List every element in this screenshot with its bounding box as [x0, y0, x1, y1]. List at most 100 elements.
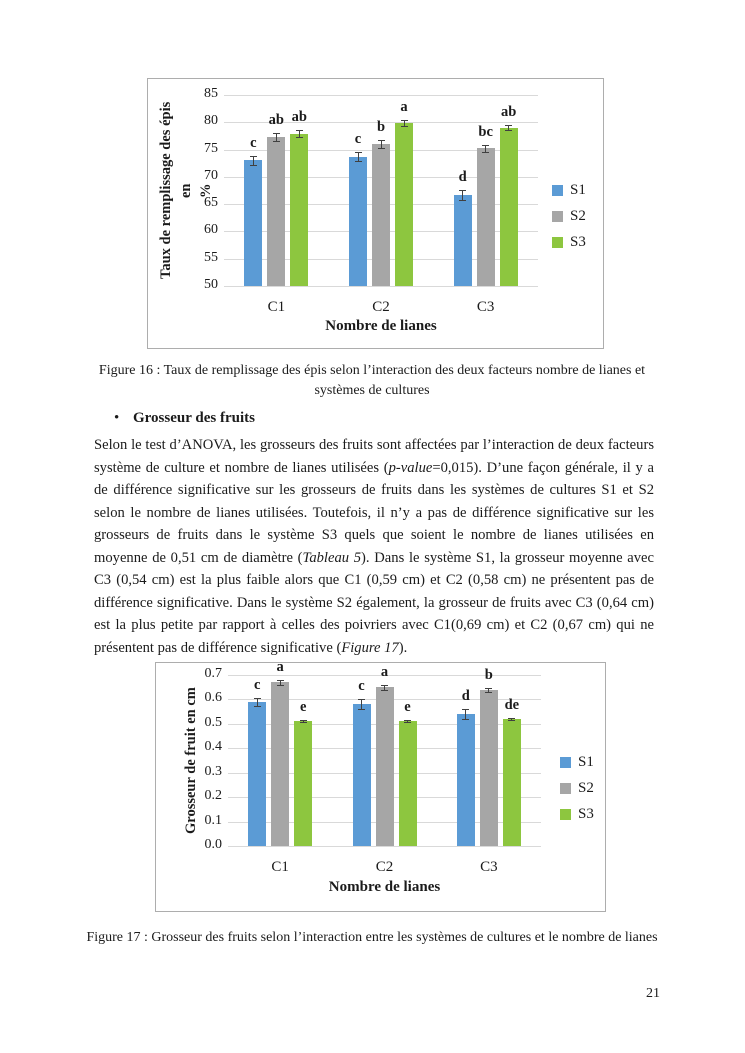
error-bar: [403, 120, 405, 126]
error-bar-cap: [299, 722, 307, 724]
error-bar-cap: [381, 689, 388, 691]
error-bar-cap: [272, 140, 280, 142]
error-bar: [361, 699, 362, 710]
text-run: ).: [398, 639, 408, 656]
plot-area: 0.0 0.1 0.2 0.3 0.4 0.5 0.6 0.7 C1 C2 C3 c c d a a b e e de: [205, 659, 541, 875]
legend-label: S1: [578, 753, 594, 770]
y-tick-label: 65: [204, 195, 218, 211]
error-bar-cap: [249, 164, 257, 166]
y-tick-label: 0.1: [204, 812, 223, 828]
error-bar: [357, 152, 359, 162]
error-bar-cap: [358, 709, 365, 711]
error-bar-cap: [377, 140, 385, 142]
x-category-label: C2: [372, 299, 390, 315]
bar-S2-C2: [372, 144, 390, 286]
bar-S1-C1: [248, 701, 267, 846]
chart-legend: S1 S2 S3: [560, 749, 594, 827]
error-bar-cap: [299, 720, 307, 722]
legend-swatch-S2: [552, 210, 563, 222]
legend-item: S1: [560, 749, 594, 775]
error-bar-cap: [354, 152, 362, 154]
error-bar-cap: [404, 720, 411, 722]
error-bar-cap: [276, 679, 284, 681]
plot-area: 50 55 60 65 70 75 80 85 C1 C2 C3 c c d ab b bc ab a ab: [204, 86, 538, 315]
error-bar-cap: [272, 133, 280, 135]
bar-S3-C2: [395, 122, 413, 286]
legend-swatch-S2: [560, 782, 571, 794]
x-category-label: C2: [375, 859, 394, 875]
legend-item: S2: [560, 775, 594, 801]
figure-16-caption: Figure 16 : Taux de remplissage des épis…: [98, 363, 646, 398]
gridline: [224, 122, 538, 124]
legend-swatch-S3: [552, 236, 563, 248]
y-tick-label: 0.4: [204, 739, 223, 755]
error-bar-cap: [462, 718, 470, 720]
bar-S3-C3: [502, 718, 521, 846]
x-axis-title: Nombre de lianes: [328, 879, 441, 895]
y-tick-label: 0.3: [204, 763, 223, 779]
text-run: ). Dans le système S1, la grosseur moyen…: [94, 549, 654, 656]
legend-swatch-S1: [552, 184, 563, 196]
bar-S2-C3: [479, 689, 498, 846]
legend-label: S1: [570, 181, 586, 198]
bullet-heading: • Grosseur des fruits: [114, 410, 255, 427]
bar-S3-C3: [499, 127, 518, 286]
error-bar: [252, 156, 254, 165]
error-bar-cap: [485, 691, 493, 693]
error-bar-cap: [459, 199, 467, 201]
italic-text-run: p-value: [388, 459, 433, 476]
significance-letter: de: [504, 696, 520, 713]
figure-17-bar-chart: Grosseur de fruit en cm 0.0 0.1 0.2 0.3 0.4 0…: [155, 659, 606, 912]
legend-swatch-S3: [560, 808, 571, 820]
italic-text-run: Figure 17: [341, 639, 399, 656]
legend-item: S1: [552, 177, 586, 203]
page-number: 21: [646, 986, 660, 1001]
bar-S1-C3: [456, 714, 475, 846]
significance-letter: a: [276, 658, 284, 675]
bar-S2-C1: [271, 682, 290, 846]
y-tick-label: 0.7: [204, 666, 223, 681]
significance-letter: b: [484, 666, 493, 683]
error-bar: [462, 189, 464, 200]
significance-letter: c: [253, 677, 261, 694]
significance-letter: d: [461, 688, 470, 705]
gridline: [224, 286, 538, 287]
legend-item: S2: [552, 203, 586, 229]
error-bar-cap: [358, 699, 365, 701]
text-run: =0,015). D’une façon générale, il y a de…: [94, 459, 654, 566]
chart-legend: S1 S2 S3: [552, 177, 586, 255]
bar-S1-C2: [352, 704, 371, 846]
bar-S3-C1: [290, 133, 309, 286]
significance-letter: c: [358, 678, 365, 695]
error-bar-cap: [459, 189, 467, 191]
legend-label: S3: [570, 233, 586, 250]
y-tick-label: 0.0: [204, 837, 223, 852]
significance-letter: bc: [478, 123, 493, 140]
error-bar: [256, 698, 258, 706]
y-tick-label: 70: [204, 167, 218, 183]
error-bar-cap: [462, 709, 470, 711]
error-bar-cap: [295, 130, 303, 132]
significance-letter: ab: [268, 112, 284, 129]
error-bar: [275, 133, 277, 141]
gridline: [228, 846, 541, 847]
significance-letter: a: [400, 99, 408, 116]
error-bar: [485, 144, 487, 153]
error-bar-cap: [400, 125, 408, 127]
y-tick-label: 0.5: [204, 714, 223, 730]
legend-label: S2: [578, 779, 594, 796]
significance-letter: c: [354, 131, 362, 148]
x-category-label: C1: [271, 859, 289, 875]
y-tick-label: 0.2: [204, 788, 223, 804]
figure-16-bar-chart: Taux de remplissage des épis en % 50 55 60…: [147, 78, 604, 349]
significance-letter: e: [299, 699, 307, 716]
error-bar-cap: [482, 144, 490, 146]
error-bar: [508, 125, 510, 131]
legend-swatch-S1: [560, 756, 571, 768]
legend-label: S2: [570, 207, 586, 224]
error-bar: [380, 140, 382, 148]
significance-letter: d: [458, 168, 467, 185]
error-bar-cap: [377, 147, 385, 149]
bar-S2-C3: [476, 148, 495, 286]
